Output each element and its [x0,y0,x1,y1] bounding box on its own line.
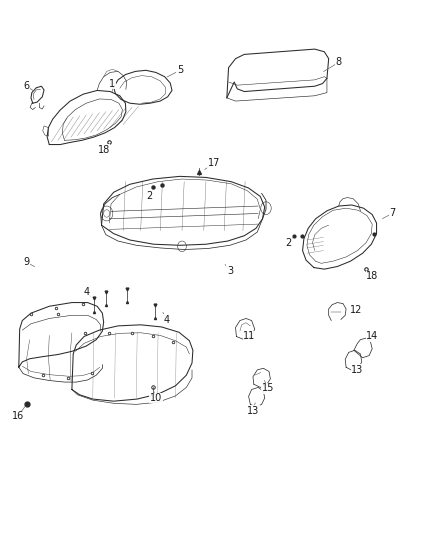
Text: 10: 10 [150,393,162,403]
Text: 5: 5 [177,66,183,75]
Text: 9: 9 [24,257,30,267]
Text: 4: 4 [83,287,89,297]
Text: 1: 1 [110,78,116,88]
Text: 8: 8 [336,58,342,67]
Text: 2: 2 [146,191,152,201]
Text: 11: 11 [244,332,256,342]
Text: 14: 14 [366,332,378,342]
Text: 13: 13 [247,406,259,416]
Text: 2: 2 [286,238,292,248]
Text: 13: 13 [351,365,364,375]
Text: 17: 17 [208,158,220,168]
Text: 12: 12 [350,305,362,315]
Text: 3: 3 [227,266,233,276]
Text: 16: 16 [12,411,24,421]
Text: 4: 4 [164,314,170,325]
Text: 18: 18 [98,145,110,155]
Text: 7: 7 [389,208,396,219]
Text: 6: 6 [24,81,30,91]
Text: 18: 18 [366,271,378,281]
Text: 15: 15 [261,383,274,393]
